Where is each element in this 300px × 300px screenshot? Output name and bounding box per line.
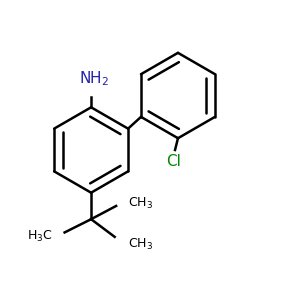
- Text: CH$_3$: CH$_3$: [128, 237, 153, 252]
- Text: CH$_3$: CH$_3$: [128, 196, 153, 211]
- Text: NH$_2$: NH$_2$: [79, 70, 109, 88]
- Text: Cl: Cl: [166, 154, 181, 169]
- Text: H$_3$C: H$_3$C: [27, 229, 53, 244]
